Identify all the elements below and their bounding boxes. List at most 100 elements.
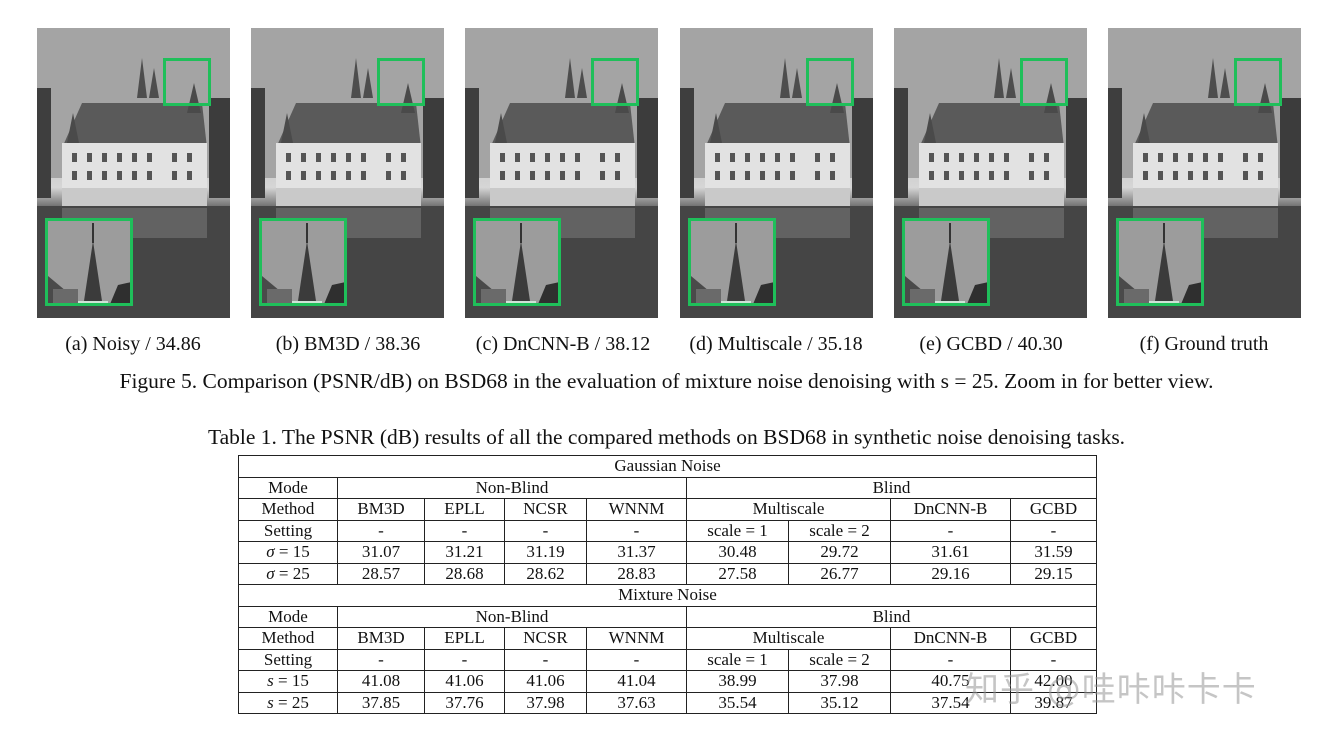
mode-label: Mode [238,476,338,499]
figure-panel-image [680,28,873,318]
setting-cell: scale = 2 [788,519,891,542]
setting-cell: - [586,648,687,671]
psnr-value-cell: 37.98 [504,691,587,714]
method-header: WNNM [586,498,687,521]
psnr-value-cell: 35.12 [788,691,891,714]
psnr-value-cell: 37.54 [890,691,1011,714]
setting-cell: scale = 1 [686,648,789,671]
figure-panel-image [894,28,1087,318]
panel-caption: (d) Multiscale / 35.18 [689,333,863,355]
method-header: BM3D [337,627,425,650]
noise-level-label: σ = 15 [238,541,338,564]
table-row: σ = 25 28.57 28.68 28.62 28.83 27.58 26.77 29.1… [238,562,1097,585]
psnr-value-cell: 31.07 [337,541,425,564]
psnr-value-cell: 31.59 [1010,541,1097,564]
method-label: Method [238,498,338,521]
method-header: BM3D [337,498,425,521]
psnr-value-cell: 31.61 [890,541,1011,564]
figure-panel-image [37,28,230,318]
zoom-region-marker [377,58,425,106]
psnr-value-cell: 28.57 [337,562,425,585]
method-header: DnCNN-B [890,498,1011,521]
setting-cell: scale = 1 [686,519,789,542]
method-header: NCSR [504,498,587,521]
method-header: NCSR [504,627,587,650]
psnr-value-cell: 29.16 [890,562,1011,585]
psnr-value-cell: 28.68 [424,562,505,585]
psnr-value-cell: 31.19 [504,541,587,564]
psnr-value-cell: 41.06 [504,670,587,693]
setting-cell: - [586,519,687,542]
spire-closeup-graphic [262,221,344,303]
mode-label: Mode [238,605,338,628]
psnr-results-table: Gaussian Noise Mode Non-Blind Blind Method BM… [238,455,1097,714]
method-header: EPLL [424,498,505,521]
zoom-inset [1116,218,1204,306]
panel-caption: (b) BM3D / 38.36 [275,333,421,355]
psnr-value-cell: 42.00 [1010,670,1097,693]
panel-caption: (c) DnCNN-B / 38.12 [475,333,651,355]
zoom-inset [902,218,990,306]
table-row: s = 15 41.08 41.06 41.06 41.04 38.99 37.98 40.7… [238,670,1097,693]
zoom-region-marker [1234,58,1282,106]
non-blind-header: Non-Blind [337,476,687,499]
psnr-value-cell: 28.83 [586,562,687,585]
zoom-inset [45,218,133,306]
psnr-value-cell: 38.99 [686,670,789,693]
setting-cell: - [504,519,587,542]
psnr-value-cell: 30.48 [686,541,789,564]
panel-caption: (a) Noisy / 34.86 [65,333,201,355]
setting-cell: - [504,648,587,671]
zoom-region-marker [591,58,639,106]
table-row: σ = 15 31.07 31.21 31.19 31.37 30.48 29.72 31.6… [238,541,1097,564]
setting-cell: - [424,648,505,671]
psnr-value-cell: 27.58 [686,562,789,585]
method-header: WNNM [586,627,687,650]
mode-row: Mode Non-Blind Blind [238,605,1097,628]
setting-cell: - [890,519,1011,542]
setting-cell: - [337,648,425,671]
non-blind-header: Non-Blind [337,605,687,628]
zoom-region-marker [806,58,854,106]
mode-row: Mode Non-Blind Blind [238,476,1097,499]
zoom-inset [473,218,561,306]
method-header: GCBD [1010,627,1097,650]
blind-header: Blind [686,476,1097,499]
spire-closeup-graphic [476,221,558,303]
figure-panel-image [465,28,658,318]
psnr-value-cell: 41.08 [337,670,425,693]
psnr-value-cell: 35.54 [686,691,789,714]
castle-photo-graphic [1108,28,1301,318]
spire-closeup-graphic [1119,221,1201,303]
setting-cell: scale = 2 [788,648,891,671]
psnr-value-cell: 26.77 [788,562,891,585]
noise-level-label: s = 25 [238,691,338,714]
spire-closeup-graphic [905,221,987,303]
noise-level-label: σ = 25 [238,562,338,585]
method-header: DnCNN-B [890,627,1011,650]
psnr-value-cell: 31.37 [586,541,687,564]
psnr-value-cell: 37.63 [586,691,687,714]
psnr-value-cell: 37.98 [788,670,891,693]
figure-panel-image [1108,28,1301,318]
psnr-value-cell: 31.21 [424,541,505,564]
method-header: GCBD [1010,498,1097,521]
psnr-value-cell: 39.87 [1010,691,1097,714]
psnr-value-cell: 37.76 [424,691,505,714]
method-label: Method [238,627,338,650]
setting-row: Setting - - - - scale = 1 scale = 2-- [238,648,1097,671]
method-row: Method BM3D EPLL NCSR WNNM Multiscale DnCNN-B G… [238,627,1097,650]
figure-caption-text: Figure 5. Comparison (PSNR/dB) on BSD68 … [119,369,1214,393]
setting-cell: - [424,519,505,542]
section-title-row: Mixture Noise [238,584,1097,607]
section-title: Mixture Noise [238,584,1097,607]
psnr-value-cell: 41.04 [586,670,687,693]
noise-level-label: s = 15 [238,670,338,693]
setting-row: Setting - - - - scale = 1 scale = 2-- [238,519,1097,542]
spire-closeup-graphic [691,221,773,303]
setting-cell: - [337,519,425,542]
zoom-region-marker [1020,58,1068,106]
psnr-value-cell: 29.15 [1010,562,1097,585]
table-row: s = 25 37.85 37.76 37.98 37.63 35.54 35.12 37.5… [238,691,1097,714]
spire-closeup-graphic [48,221,130,303]
